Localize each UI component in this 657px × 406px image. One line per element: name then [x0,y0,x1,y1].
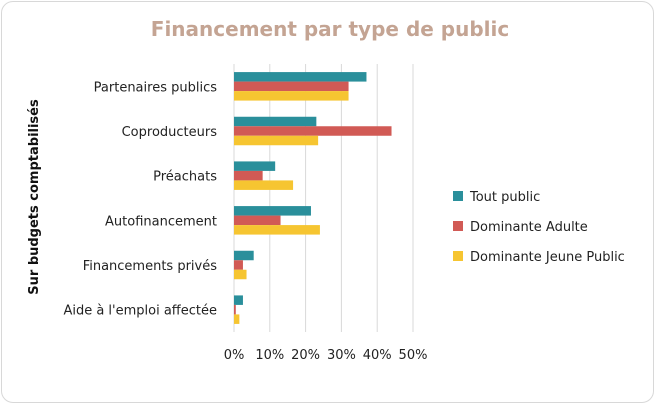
bar [234,314,240,324]
legend-swatch [453,221,463,231]
legend-swatch [453,191,463,201]
bar [234,215,281,226]
category-label: Autofinancement [105,214,217,229]
category-label: Aide à l'emploi affectée [63,304,217,319]
bar [234,295,243,305]
category-label: Coproducteurs [122,125,218,140]
y-axis-label: Sur budgets comptabilisés [27,99,42,295]
gridlines [233,64,414,332]
bar [234,260,243,270]
bar [234,91,349,101]
bar [234,206,311,216]
bar [234,304,236,315]
x-tick-label: 30% [327,348,356,363]
category-label: Financements privés [83,259,218,274]
category-label: Préachats [153,170,217,185]
x-tick-label: 50% [399,348,428,363]
bar [234,225,320,235]
category-label: Partenaires publics [94,80,218,95]
bars [234,72,392,324]
bar [234,161,276,171]
bar [234,126,392,136]
x-tick-label: 0% [224,348,245,363]
bar [234,170,263,181]
bar [234,250,254,261]
bar [234,116,317,127]
bar [234,269,247,280]
bar [234,180,294,190]
legend: Tout public Dominante Adulte Dominante Jeu… [453,190,625,265]
x-tick-label: 10% [255,348,284,363]
x-tick-labels: 0% 10% 20% 30% 40% 50% [224,348,428,363]
legend-label: Tout public [469,190,540,205]
legend-label: Dominante Jeune Public [470,250,625,265]
legend-label: Dominante Adulte [470,220,588,235]
bar [234,135,319,146]
x-tick-label: 20% [291,348,320,363]
bar [234,81,349,92]
bar [234,72,367,82]
category-labels: Partenaires publics Coproducteurs Préachat… [63,80,217,318]
legend-swatch [453,251,463,261]
chart-title: Financement par type de public [151,17,509,41]
x-tick-label: 40% [363,348,392,363]
